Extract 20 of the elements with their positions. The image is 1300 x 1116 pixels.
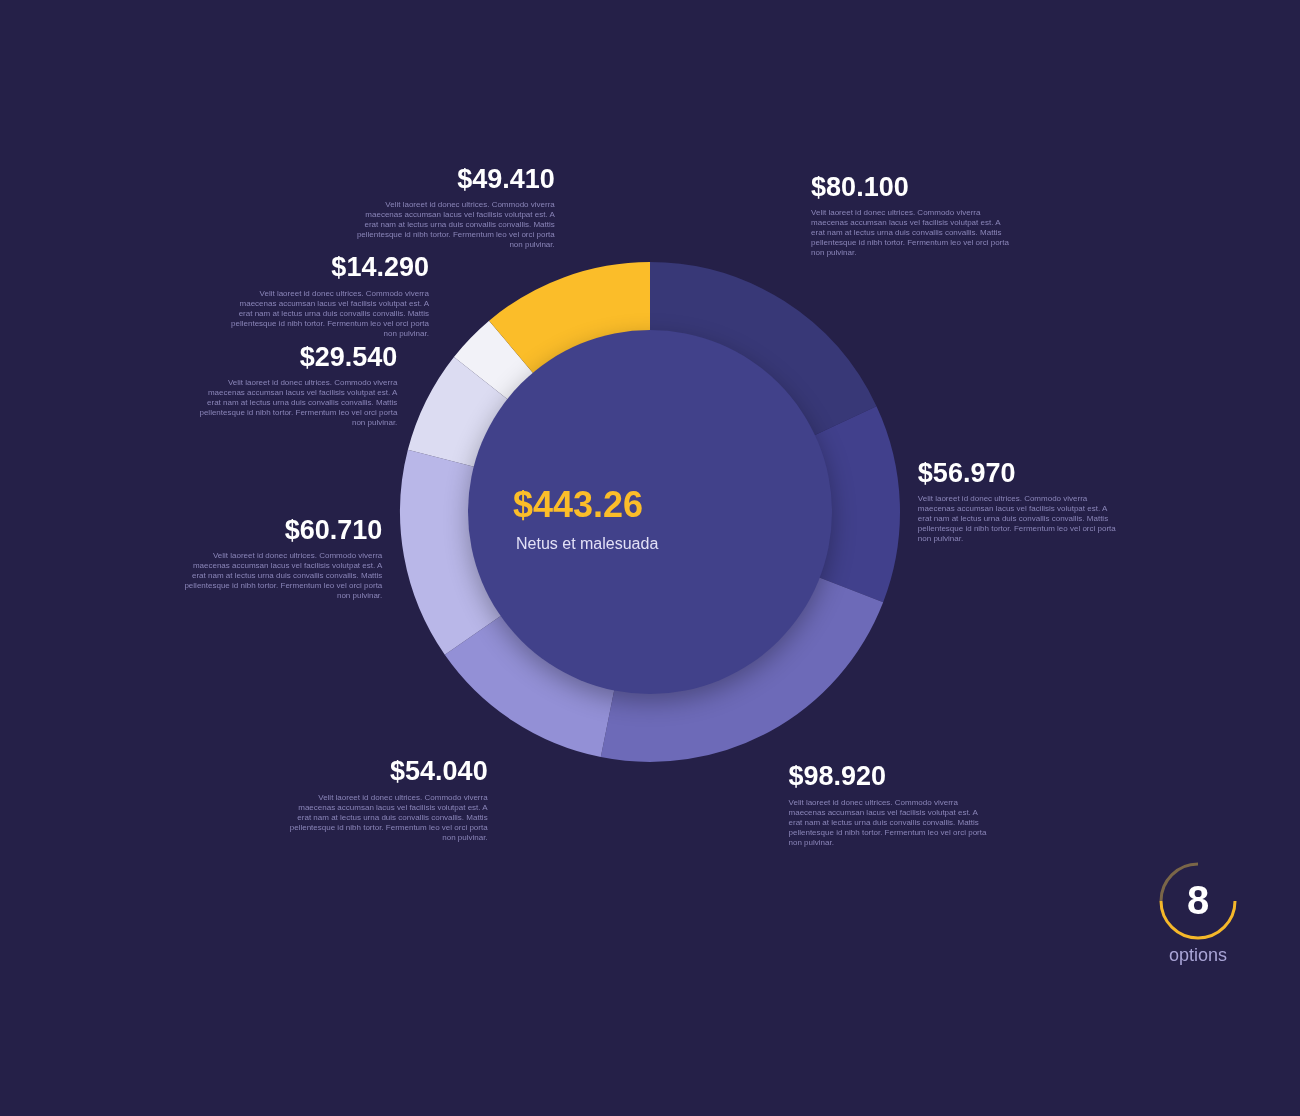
slice-label: Velit laoreet id donec ultrices. Commodo viverra maecenas accumsan lacus vel facilisis volutpat est. A erat nam at lectus urna duis convallis convallis. Mattis pellentesque id nibh tortor. Fermentum leo vel orci porta non pulvinar. <box>184 551 383 601</box>
slice-label: Velit laoreet id donec ultrices. Commodo viverra maecenas accumsan lacus vel facilisis volutpat est. A erat nam at lectus urna duis convallis convallis. Mattis pellentesque id nibh tortor. Fermentum leo vel orci porta non pulvinar. <box>199 377 399 427</box>
data-label: $56.970 <box>917 457 1016 488</box>
text: Netus et malesuada <box>516 535 659 553</box>
data-label: $98.920 <box>788 761 887 792</box>
data-label: $49.410 <box>457 163 555 194</box>
slice-label: Velit laoreet id donec ultrices. Commodo viverra maecenas accumsan lacus vel facilisis volutpat est. A erat nam at lectus urna duis convallis convallis. Mattis pellentesque id nibh tortor. Fermentum leo vel orci porta non pulvinar. <box>788 797 987 847</box>
data-label: $14.290 <box>331 252 429 283</box>
data-label: $29.540 <box>299 341 398 372</box>
data-label: $60.710 <box>284 515 383 546</box>
data-label: $80.100 <box>811 171 909 202</box>
slice-label: Velit laoreet id donec ultrices. Commodo viverra maecenas accumsan lacus vel facilisis volutpat est. A erat nam at lectus urna duis convallis convallis. Mattis pellentesque id nibh tortor. Fermentum leo vel orci porta non pulvinar. <box>231 288 430 338</box>
slice-label: Velit laoreet id donec ultrices. Commodo viverra maecenas accumsan lacus vel facilisis volutpat est. A erat nam at lectus urna duis convallis convallis. Mattis pellentesque id nibh tortor. Fermentum leo vel orci porta non pulvinar. <box>917 494 1117 544</box>
slice-label: Velit laoreet id donec ultrices. Commodo viverra maecenas accumsan lacus vel facilisis volutpat est. A erat nam at lectus urna duis convallis convallis. Mattis pellentesque id nibh tortor. Fermentum leo vel orci porta non pulvinar. <box>356 200 556 250</box>
text: $443.26 <box>513 484 644 526</box>
data-label: $54.040 <box>390 756 488 787</box>
slice-label: Velit laoreet id donec ultrices. Commodo viverra maecenas accumsan lacus vel facilisis volutpat est. A erat nam at lectus urna duis convallis convallis. Mattis pellentesque id nibh tortor. Fermentum leo vel orci porta non pulvinar. <box>811 208 1010 258</box>
text: options <box>1167 945 1228 966</box>
text: 8 <box>1185 878 1211 923</box>
slice-label: Velit laoreet id donec ultrices. Commodo viverra maecenas accumsan lacus vel facilisis volutpat est. A erat nam at lectus urna duis convallis convallis. Mattis pellentesque id nibh tortor. Fermentum leo vel orci porta non pulvinar. <box>289 792 489 842</box>
